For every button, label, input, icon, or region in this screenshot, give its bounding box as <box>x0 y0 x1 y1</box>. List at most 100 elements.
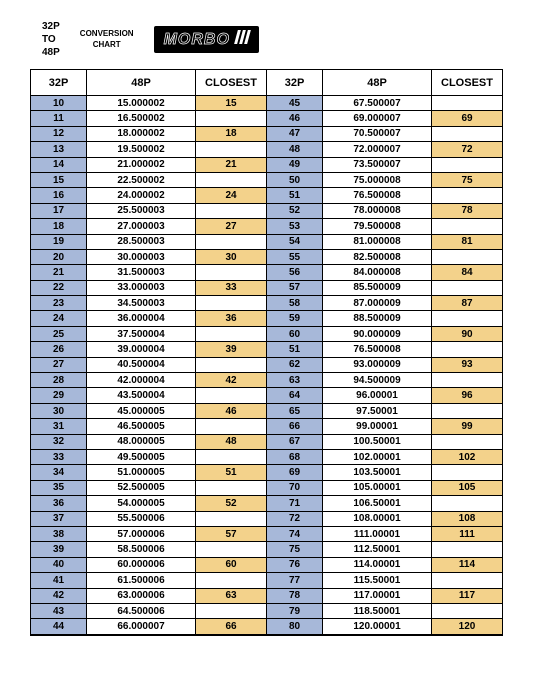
cell-48p: 30.000003 <box>87 250 196 265</box>
table-row: 2334.500003 <box>31 296 266 311</box>
table-row: 2030.00000330 <box>31 250 266 265</box>
table-row: 80120.00001120 <box>267 619 502 634</box>
cell-48p: 15.000002 <box>87 96 196 111</box>
cell-closest: 66 <box>196 619 266 634</box>
table-row: 2436.00000436 <box>31 311 266 326</box>
table-row: 5684.00000884 <box>267 265 502 280</box>
cell-32p: 57 <box>267 281 323 296</box>
table-row: 74111.00001111 <box>267 527 502 542</box>
cell-48p: 58.500006 <box>87 542 196 557</box>
cell-32p: 31 <box>31 419 87 434</box>
table-row: 2233.00000333 <box>31 281 266 296</box>
column-header: CLOSEST <box>196 70 266 96</box>
cell-closest <box>432 250 502 265</box>
cell-closest <box>196 388 266 403</box>
cell-48p: 120.00001 <box>323 619 432 634</box>
cell-32p: 22 <box>31 281 87 296</box>
table-row: 3552.500005 <box>31 481 266 496</box>
cell-48p: 51.000005 <box>87 465 196 480</box>
cell-32p: 11 <box>31 111 87 126</box>
cell-32p: 30 <box>31 404 87 419</box>
table-row: 1725.500003 <box>31 204 266 219</box>
column-header: 32P <box>31 70 87 96</box>
cell-closest: 96 <box>432 388 502 403</box>
cell-32p: 13 <box>31 142 87 157</box>
table-header-row: 32P48PCLOSEST <box>267 70 502 96</box>
cell-closest <box>196 142 266 157</box>
cell-closest: 102 <box>432 450 502 465</box>
cell-32p: 38 <box>31 527 87 542</box>
cell-32p: 36 <box>31 496 87 511</box>
table-row: 5278.00000878 <box>267 204 502 219</box>
cell-48p: 42.000004 <box>87 373 196 388</box>
cell-48p: 24.000002 <box>87 188 196 203</box>
cell-closest: 108 <box>432 512 502 527</box>
table-row: 69103.50001 <box>267 465 502 480</box>
table-row: 5176.500008 <box>267 342 502 357</box>
cell-32p: 66 <box>267 419 323 434</box>
table-row: 79118.50001 <box>267 604 502 619</box>
cell-32p: 33 <box>31 450 87 465</box>
cell-closest <box>196 542 266 557</box>
cell-48p: 57.000006 <box>87 527 196 542</box>
cell-32p: 60 <box>267 327 323 342</box>
cell-32p: 32 <box>31 435 87 450</box>
cell-48p: 94.500009 <box>323 373 432 388</box>
cell-48p: 61.500006 <box>87 573 196 588</box>
cell-48p: 73.500007 <box>323 158 432 173</box>
cell-32p: 34 <box>31 465 87 480</box>
cell-32p: 15 <box>31 173 87 188</box>
cell-48p: 25.500003 <box>87 204 196 219</box>
table-right-half: 32P48PCLOSEST4567.5000074669.00000769477… <box>266 70 502 635</box>
table-row: 1827.00000327 <box>31 219 266 234</box>
table-row: 6090.00000990 <box>267 327 502 342</box>
cell-32p: 18 <box>31 219 87 234</box>
cell-48p: 81.000008 <box>323 235 432 250</box>
cell-48p: 21.000002 <box>87 158 196 173</box>
table-row: 4161.500006 <box>31 573 266 588</box>
header-mid-line2: CHART <box>80 40 134 50</box>
cell-48p: 49.500005 <box>87 450 196 465</box>
table-row: 4466.00000766 <box>31 619 266 634</box>
cell-48p: 99.00001 <box>323 419 432 434</box>
cell-closest: 105 <box>432 481 502 496</box>
cell-closest <box>432 404 502 419</box>
cell-48p: 90.000009 <box>323 327 432 342</box>
cell-48p: 115.50001 <box>323 573 432 588</box>
column-header: CLOSEST <box>432 70 502 96</box>
table-row: 5481.00000881 <box>267 235 502 250</box>
cell-48p: 76.500008 <box>323 342 432 357</box>
cell-48p: 37.500004 <box>87 327 196 342</box>
cell-48p: 96.00001 <box>323 388 432 403</box>
cell-closest <box>196 358 266 373</box>
cell-48p: 82.500008 <box>323 250 432 265</box>
table-row: 78117.00001117 <box>267 589 502 604</box>
cell-48p: 117.00001 <box>323 589 432 604</box>
cell-closest <box>432 542 502 557</box>
cell-closest: 81 <box>432 235 502 250</box>
cell-closest: 15 <box>196 96 266 111</box>
cell-closest <box>196 573 266 588</box>
cell-48p: 72.000007 <box>323 142 432 157</box>
table-row: 2943.500004 <box>31 388 266 403</box>
table-row: 67100.50001 <box>267 435 502 450</box>
cell-closest: 33 <box>196 281 266 296</box>
cell-closest <box>196 481 266 496</box>
table-row: 5785.500009 <box>267 281 502 296</box>
cell-closest <box>432 496 502 511</box>
cell-32p: 52 <box>267 204 323 219</box>
table-row: 71106.50001 <box>267 496 502 511</box>
cell-32p: 45 <box>267 96 323 111</box>
cell-32p: 58 <box>267 296 323 311</box>
table-row: 6394.500009 <box>267 373 502 388</box>
cell-32p: 71 <box>267 496 323 511</box>
cell-closest: 39 <box>196 342 266 357</box>
cell-48p: 114.00001 <box>323 558 432 573</box>
table-header-row: 32P48PCLOSEST <box>31 70 266 96</box>
cell-48p: 70.500007 <box>323 127 432 142</box>
cell-32p: 12 <box>31 127 87 142</box>
table-row: 1928.500003 <box>31 235 266 250</box>
table-row: 3654.00000552 <box>31 496 266 511</box>
header-left-line3: 48P <box>42 46 60 59</box>
cell-32p: 55 <box>267 250 323 265</box>
